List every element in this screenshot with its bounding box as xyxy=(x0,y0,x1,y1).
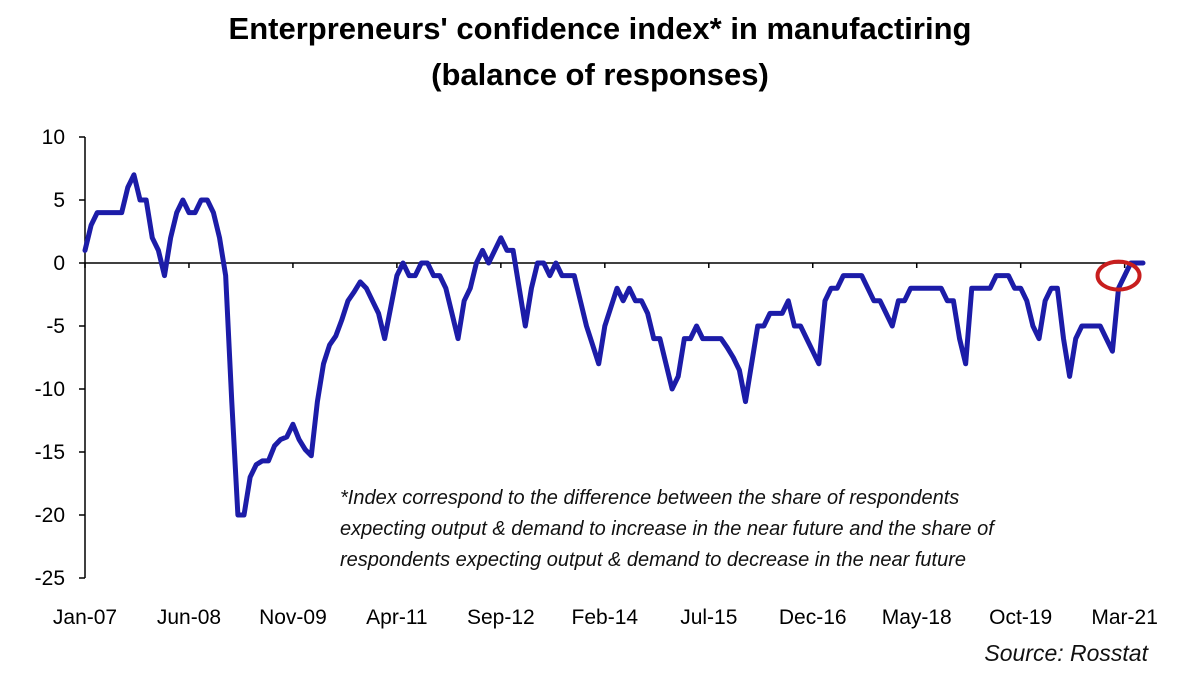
x-tick-label: Sep-12 xyxy=(467,606,535,629)
x-tick-label: May-18 xyxy=(882,606,952,629)
highlight-circle xyxy=(1095,259,1142,292)
x-tick-label: Feb-14 xyxy=(572,606,639,629)
chart-title-block: Enterpreneurs' confidence index* in manu… xyxy=(0,6,1200,98)
footnote-line: expecting output & demand to increase in… xyxy=(340,518,994,540)
x-tick-label: Dec-16 xyxy=(779,606,847,629)
footnote: *Index correspond to the difference betw… xyxy=(340,483,1160,576)
x-tick-label: Jul-15 xyxy=(680,606,737,629)
footnote-line: *Index correspond to the difference betw… xyxy=(340,487,960,509)
y-tick-label: -25 xyxy=(35,567,65,590)
source-label: Source: Rosstat xyxy=(984,640,1148,666)
y-tick-label: -20 xyxy=(35,504,65,527)
y-tick-label: 10 xyxy=(42,126,65,149)
y-tick-label: 0 xyxy=(53,252,65,275)
x-axis: Jan-07 Jun-08 Nov-09 Apr-11 Sep-12 Feb-14 Jul-… xyxy=(53,262,1158,629)
x-tick-label: Oct-19 xyxy=(989,606,1052,629)
chart-title: Enterpreneurs' confidence index* in manu… xyxy=(228,11,972,46)
y-tick-label: 5 xyxy=(53,189,65,212)
y-tick-label: -10 xyxy=(35,378,65,401)
series-group xyxy=(82,172,1146,518)
y-tick-label: -15 xyxy=(35,441,65,464)
chart-subtitle: (balance of responses) xyxy=(431,57,769,92)
x-tick-label: Jun-08 xyxy=(157,606,221,629)
y-tick-label: -5 xyxy=(46,315,65,338)
x-tick-label: Apr-11 xyxy=(366,606,427,629)
x-tick-label: Nov-09 xyxy=(259,606,327,629)
footnote-line: respondents expecting output & demand to… xyxy=(340,549,966,571)
x-tick-label: Mar-21 xyxy=(1091,606,1158,629)
y-axis: 10 5 0 -5 -10 -15 -20 -25 xyxy=(35,126,86,590)
x-tick-label: Jan-07 xyxy=(53,606,117,629)
series-line xyxy=(82,172,1146,518)
